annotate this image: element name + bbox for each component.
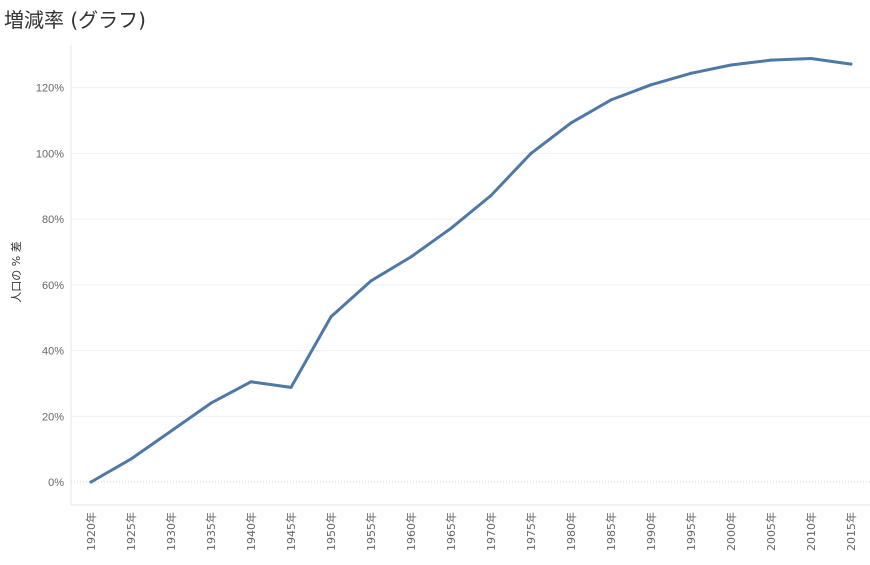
data-point [129,457,133,461]
data-point [449,226,453,230]
x-tick-label: 1955年 [364,512,378,551]
data-point [329,315,333,319]
data-point [369,279,373,283]
x-tick-label: 1920年 [84,512,98,551]
data-point [529,151,533,155]
grid-layer [71,87,870,483]
x-tick-label: 1925年 [124,512,138,551]
y-tick-label: 120% [36,83,64,95]
x-tick-label: 1990年 [644,512,658,551]
data-point [289,385,293,389]
x-tick-label: 1995年 [684,512,698,551]
x-tick-labels: 1920年 1925年 1930年 1935年 1940年 1945年 1950年 1955年… [84,512,858,551]
x-tick-label: 1950年 [324,512,338,551]
x-tick-label: 1975年 [524,512,538,551]
data-point [89,480,93,484]
x-tick-label: 1965年 [444,512,458,551]
x-tick-label: 1935年 [204,512,218,551]
y-tick-label: 0% [48,477,64,489]
y-tick-label: 40% [42,346,64,358]
data-point [769,58,773,62]
y-axis-label: 人口の % 差 [9,241,23,302]
x-tick-label: 2005年 [764,512,778,551]
y-tick-label: 100% [36,148,64,160]
y-tick-label: 20% [42,411,64,423]
x-tick-label: 1945年 [284,512,298,551]
series-points [89,56,853,484]
data-point [409,255,413,259]
data-point [689,71,693,75]
x-tick-label: 1970年 [484,512,498,551]
chart-title: 増減率 (グラフ) [4,8,146,32]
x-tick-label: 2010年 [804,512,818,551]
x-tick-label: 2015年 [844,512,858,551]
data-point [169,429,173,433]
data-point [729,63,733,67]
data-point [649,83,653,87]
data-point [809,56,813,60]
x-tick-label: 1940年 [244,512,258,551]
data-point [849,62,853,66]
series-line [89,57,853,484]
data-point [569,121,573,125]
y-tick-label: 80% [42,214,64,226]
x-tick-label: 2000年 [724,512,738,551]
x-tick-label: 1930年 [164,512,178,551]
x-tick-label: 1960年 [404,512,418,551]
data-point [249,380,253,384]
data-point [209,401,213,405]
x-tick-label: 1980年 [564,512,578,551]
data-point [609,98,613,102]
data-point [489,193,493,197]
x-tick-label: 1985年 [604,512,618,551]
y-tick-label: 60% [42,280,64,292]
y-tick-labels: 0% 20% 40% 60% 80% 100% 120% [36,83,64,489]
